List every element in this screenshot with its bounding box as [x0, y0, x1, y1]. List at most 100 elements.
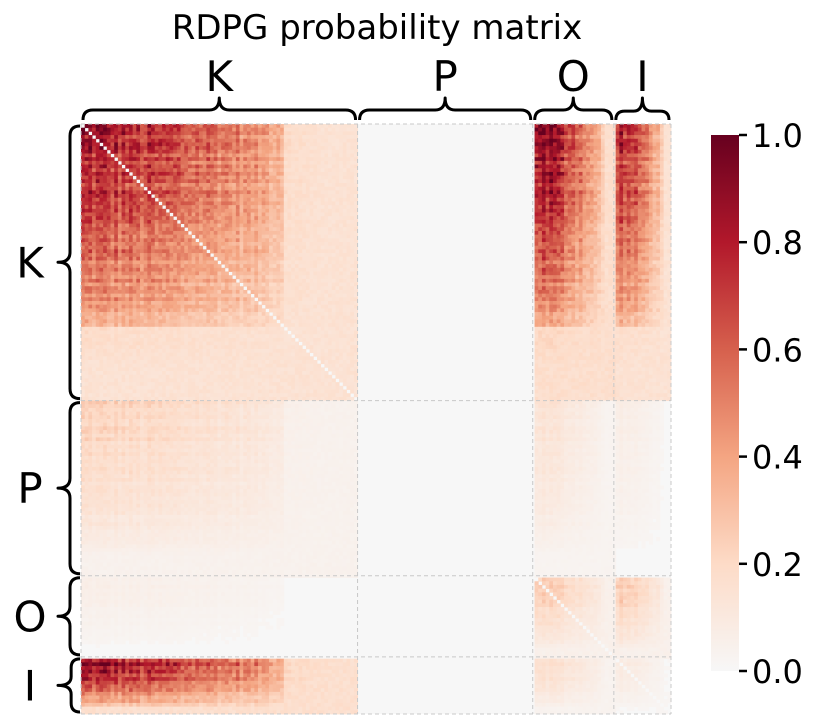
heatmap-cell: [166, 216, 170, 220]
heatmap-cell: [173, 235, 177, 239]
heatmap-cell: [560, 179, 564, 183]
heatmap-cell: [181, 201, 185, 205]
heatmap-cell: [597, 249, 601, 253]
heatmap-cell: [597, 168, 601, 172]
heatmap-cell: [343, 194, 347, 198]
heatmap-cell: [103, 249, 107, 253]
heatmap-cell: [601, 194, 605, 198]
heatmap-cell: [262, 135, 266, 139]
heatmap-cell: [107, 283, 111, 287]
heatmap-cell: [575, 194, 579, 198]
heatmap-cell: [151, 213, 155, 217]
heatmap-cell: [575, 172, 579, 176]
heatmap-cell: [649, 124, 653, 128]
heatmap-cell: [568, 246, 572, 250]
heatmap-cell: [542, 220, 546, 224]
heatmap-cell: [616, 205, 620, 209]
heatmap-cell: [608, 131, 612, 135]
heatmap-cell: [217, 283, 221, 287]
heatmap-cell: [155, 157, 159, 161]
heatmap-cell: [85, 272, 89, 276]
heatmap-cell: [158, 168, 162, 172]
heatmap-cell: [118, 279, 122, 283]
heatmap-cell: [251, 246, 255, 250]
heatmap-cell: [166, 183, 170, 187]
heatmap-cell: [199, 154, 203, 158]
heatmap-cell: [243, 246, 247, 250]
heatmap-cell: [535, 275, 539, 279]
heatmap-cell: [232, 176, 236, 180]
heatmap-cell: [151, 246, 155, 250]
heatmap-cell: [214, 242, 218, 246]
heatmap-cell: [571, 286, 575, 290]
heatmap-cell: [99, 264, 103, 268]
heatmap-cell: [642, 272, 646, 276]
heatmap-cell: [608, 220, 612, 224]
heatmap-cell: [162, 253, 166, 257]
heatmap-cell: [306, 190, 310, 194]
heatmap-cell: [619, 279, 623, 283]
heatmap-cell: [162, 224, 166, 228]
heatmap-cell: [258, 150, 262, 154]
heatmap-cell: [192, 216, 196, 220]
heatmap-cell: [229, 201, 233, 205]
heatmap-cell: [206, 246, 210, 250]
heatmap-cell: [586, 131, 590, 135]
heatmap-cell: [144, 142, 148, 146]
heatmap-cell: [571, 275, 575, 279]
heatmap-cell: [236, 176, 240, 180]
heatmap-cell: [96, 264, 100, 268]
heatmap-cell: [299, 205, 303, 209]
heatmap-cell: [155, 279, 159, 283]
heatmap-cell: [605, 257, 609, 261]
heatmap-cell: [288, 142, 292, 146]
heatmap-cell: [660, 283, 664, 287]
heatmap-cell: [214, 216, 218, 220]
heatmap-cell: [254, 286, 258, 290]
heatmap-cell: [656, 131, 660, 135]
heatmap-cell: [151, 235, 155, 239]
heatmap-cell: [229, 146, 233, 150]
heatmap-cell: [262, 268, 266, 272]
heatmap-cell: [122, 179, 126, 183]
heatmap-cell: [158, 142, 162, 146]
heatmap-cell: [608, 213, 612, 217]
heatmap-cell: [299, 198, 303, 202]
heatmap-cell: [184, 135, 188, 139]
heatmap-cell: [240, 128, 244, 132]
heatmap-cell: [240, 231, 244, 235]
heatmap-cell: [247, 257, 251, 261]
heatmap-cell: [339, 286, 343, 290]
heatmap-cell: [85, 190, 89, 194]
heatmap-cell: [295, 161, 299, 165]
heatmap-cell: [103, 198, 107, 202]
heatmap-cell: [173, 246, 177, 250]
heatmap-cell: [144, 124, 148, 128]
heatmap-cell: [273, 283, 277, 287]
heatmap-cell: [192, 150, 196, 154]
heatmap-cell: [199, 264, 203, 268]
heatmap-cell: [158, 139, 162, 143]
heatmap-cell: [210, 194, 214, 198]
heatmap-cell: [605, 275, 609, 279]
heatmap-cell: [118, 139, 122, 143]
heatmap-cell: [114, 224, 118, 228]
heatmap-cell: [192, 161, 196, 165]
heatmap-cell: [203, 198, 207, 202]
heatmap-cell: [273, 139, 277, 143]
heatmap-cell: [332, 286, 336, 290]
heatmap-cell: [299, 142, 303, 146]
heatmap-cell: [313, 176, 317, 180]
heatmap-cell: [656, 227, 660, 231]
heatmap-cell: [557, 286, 561, 290]
heatmap-cell: [254, 238, 258, 242]
heatmap-cell: [96, 172, 100, 176]
heatmap-cell: [265, 150, 269, 154]
heatmap-cell: [568, 183, 572, 187]
heatmap-cell: [575, 286, 579, 290]
heatmap-cell: [144, 213, 148, 217]
heatmap-cell: [590, 168, 594, 172]
heatmap-cell: [306, 131, 310, 135]
heatmap-cell: [162, 146, 166, 150]
heatmap-cell: [214, 246, 218, 250]
